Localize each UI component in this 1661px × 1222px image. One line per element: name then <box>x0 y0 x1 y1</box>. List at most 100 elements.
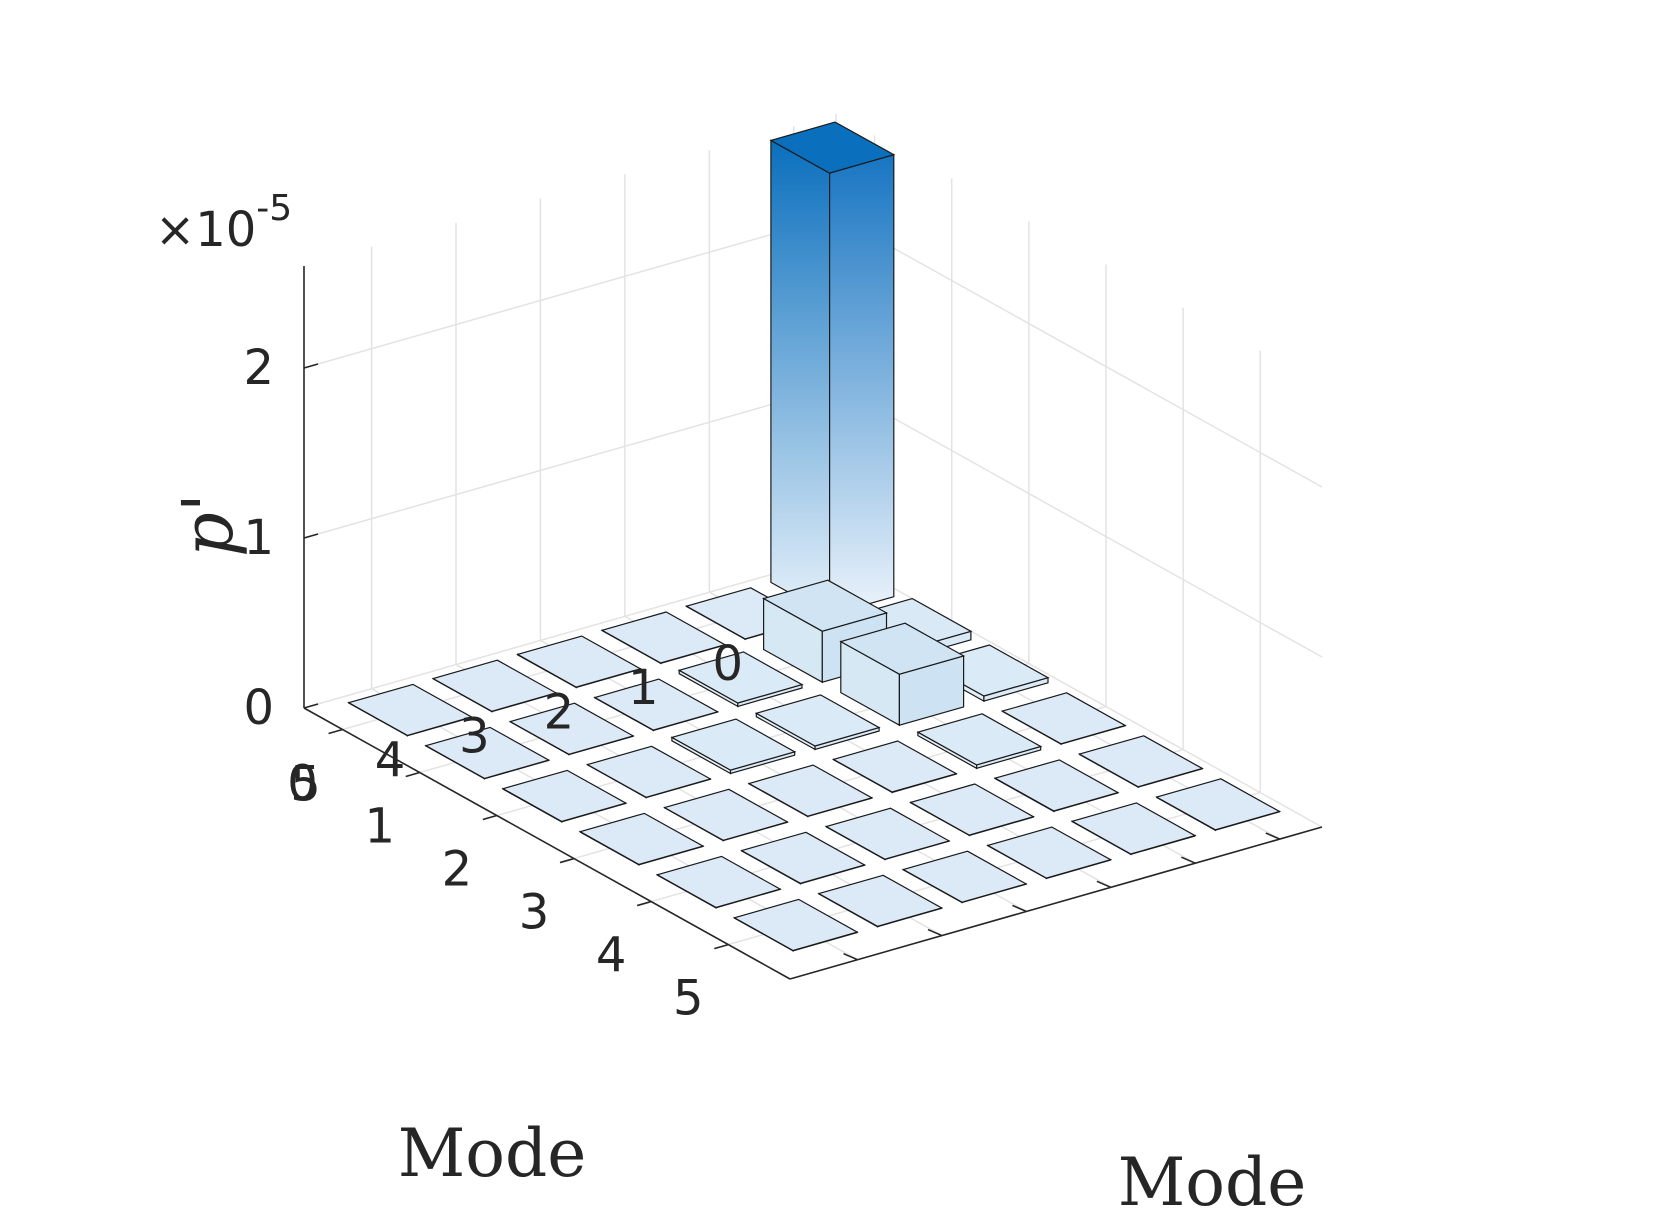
bar-face-top <box>839 622 966 675</box>
bar-2-3 <box>831 740 958 794</box>
bar-face-top <box>831 740 958 793</box>
bar-1-5 <box>1070 802 1197 856</box>
bar-5-2 <box>501 769 628 823</box>
bar-0-5 <box>1155 778 1282 832</box>
y-tick <box>843 952 858 961</box>
x-tick <box>636 900 652 907</box>
z-tick <box>303 703 319 709</box>
x-tick <box>559 857 575 864</box>
bar-4-5 <box>817 874 944 928</box>
axes <box>303 266 1323 980</box>
bar-face-top <box>993 759 1120 812</box>
bar-3-2 <box>670 718 797 775</box>
bar-face-top <box>732 898 859 952</box>
bars <box>347 121 1282 952</box>
bar-face-top <box>909 783 1035 836</box>
bar-0-4 <box>1077 735 1204 789</box>
z-axis-title: p' <box>167 493 249 557</box>
bar-face-top <box>1000 692 1127 745</box>
bar-face-top <box>655 855 782 909</box>
bar-face-top <box>677 651 804 704</box>
bar-5-4 <box>655 855 782 909</box>
y-tick <box>927 928 943 937</box>
bar-5-3 <box>578 812 705 866</box>
z-tick-label: 1 <box>243 510 274 566</box>
bar-face-top <box>431 659 558 712</box>
x-tick <box>328 728 343 735</box>
x-axis-title: Mode <box>398 1115 587 1192</box>
y-tick-label: 4 <box>375 733 406 789</box>
y-tick <box>1265 832 1281 840</box>
y-axis-title: Mode <box>1118 1144 1307 1221</box>
bar-2-5 <box>986 826 1113 880</box>
y-tick <box>1012 904 1027 913</box>
bar-4-1 <box>508 702 635 756</box>
bar-face-top <box>747 764 874 817</box>
z-tick <box>303 363 319 369</box>
bar-3-0 <box>516 635 642 689</box>
bar-5-0 <box>347 683 474 737</box>
z-tick-label: 0 <box>243 680 274 736</box>
bar-0-3 <box>1000 692 1127 746</box>
bar-1-4 <box>993 759 1120 813</box>
bar-face-side <box>828 153 895 616</box>
bar-face-top <box>754 694 881 747</box>
bar-4-2 <box>585 745 712 799</box>
y-tick-label: 3 <box>459 708 490 764</box>
bar-5-5 <box>732 898 859 952</box>
z-axis-exponent: ×10-5 <box>155 188 292 258</box>
z-axis-exponent-base: ×10 <box>155 202 256 258</box>
bar-face-top <box>508 702 635 755</box>
bar-face-top <box>901 850 1028 903</box>
x-tick-label: 2 <box>442 842 473 898</box>
y-tick <box>1096 880 1112 889</box>
x-tick <box>405 771 420 778</box>
x-tick-label: 0 <box>287 756 318 812</box>
bar-face-top <box>670 718 797 771</box>
y-tick-label: 0 <box>713 636 744 692</box>
bar-face-top <box>516 635 642 688</box>
bar-face-top <box>578 812 705 866</box>
bar-face-top <box>769 121 896 174</box>
bar-3-1 <box>593 678 720 732</box>
bar-face-top <box>663 788 789 841</box>
y-tick-label: 1 <box>628 660 659 716</box>
bar-2-4 <box>909 783 1035 837</box>
x-tick-label: 1 <box>364 799 395 855</box>
bar-face-top <box>817 874 944 927</box>
bar-face-top <box>424 726 551 780</box>
bar-face-top <box>593 678 720 731</box>
bar-face-front <box>770 139 831 617</box>
bar-4-3 <box>663 788 789 842</box>
y-tick-label: 5 <box>290 757 321 813</box>
bar-face-top <box>585 745 712 798</box>
bar-face-top <box>600 611 727 664</box>
bar-3-4 <box>824 807 951 861</box>
x-tick-label: 3 <box>519 885 550 941</box>
bar-3-5 <box>901 850 1028 904</box>
bar-face-top <box>762 579 889 632</box>
y-axis-line <box>789 826 1323 980</box>
x-tick-label: 5 <box>673 971 704 1027</box>
bar-face-top <box>1155 778 1282 831</box>
bar-face-top <box>501 769 628 823</box>
y-tick <box>1181 856 1196 864</box>
x-tick <box>482 814 498 821</box>
bar-2-1 <box>677 651 804 708</box>
x-tick <box>714 943 729 950</box>
bar-face-top <box>347 683 474 737</box>
z-axis-exponent-power: -5 <box>256 188 292 229</box>
bar-0-0 <box>769 121 896 617</box>
bar-face-top <box>740 831 867 884</box>
z-tick-label: 2 <box>243 340 274 396</box>
bar-face-top <box>824 807 951 860</box>
z-tick <box>303 533 319 539</box>
bar-2-2 <box>754 694 881 751</box>
bar-face-top <box>916 713 1043 766</box>
bar-5-1 <box>424 726 551 780</box>
bar-2-0 <box>600 611 727 665</box>
bar-1-2 <box>839 622 966 727</box>
bar-3-3 <box>747 764 874 818</box>
